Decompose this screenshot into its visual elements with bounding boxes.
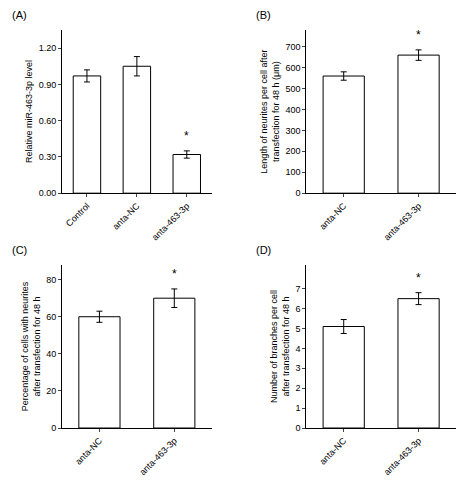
svg-text:(D): (D) xyxy=(256,244,271,256)
svg-text:0.90: 0.90 xyxy=(39,80,57,90)
svg-text:1: 1 xyxy=(295,403,300,413)
svg-text:5: 5 xyxy=(295,324,300,334)
svg-text:20: 20 xyxy=(46,386,56,396)
svg-text:300: 300 xyxy=(285,126,300,136)
svg-text:Relative miR-463-3p level: Relative miR-463-3p level xyxy=(24,60,34,163)
svg-text:0: 0 xyxy=(295,423,300,433)
svg-text:anta-463-3p: anta-463-3p xyxy=(382,201,423,242)
svg-text:400: 400 xyxy=(285,105,300,115)
svg-text:40: 40 xyxy=(46,349,56,359)
svg-text:*: * xyxy=(416,28,421,42)
svg-text:600: 600 xyxy=(285,63,300,73)
svg-text:*: * xyxy=(184,129,189,143)
svg-text:anta-463-3p: anta-463-3p xyxy=(137,436,178,477)
svg-text:anta-NC: anta-NC xyxy=(318,201,349,232)
svg-text:500: 500 xyxy=(285,84,300,94)
svg-text:*: * xyxy=(416,271,421,285)
svg-text:Number of branches per cellaft: Number of branches per cellafter transfe… xyxy=(269,290,291,403)
svg-text:7: 7 xyxy=(295,284,300,294)
svg-text:(B): (B) xyxy=(256,9,271,21)
svg-text:(A): (A) xyxy=(12,9,27,21)
svg-text:1.20: 1.20 xyxy=(39,43,57,53)
svg-text:0: 0 xyxy=(295,188,300,198)
svg-text:60: 60 xyxy=(46,312,56,322)
svg-text:Length of neurites per cell af: Length of neurites per cell aftertransfe… xyxy=(259,50,281,174)
svg-text:700: 700 xyxy=(285,42,300,52)
svg-text:anta-NC: anta-NC xyxy=(111,201,142,232)
svg-text:2: 2 xyxy=(295,383,300,393)
svg-text:(C): (C) xyxy=(12,244,27,256)
svg-text:anta-463-3p: anta-463-3p xyxy=(150,201,191,242)
svg-text:Control: Control xyxy=(64,201,92,229)
svg-text:200: 200 xyxy=(285,146,300,156)
svg-text:0.60: 0.60 xyxy=(39,116,57,126)
svg-text:anta-NC: anta-NC xyxy=(73,435,104,466)
svg-text:*: * xyxy=(172,267,177,281)
svg-text:anta-NC: anta-NC xyxy=(318,435,349,466)
svg-text:100: 100 xyxy=(285,167,300,177)
svg-text:6: 6 xyxy=(295,304,300,314)
svg-text:Percentage of cells with neuri: Percentage of cells with neuritesafter t… xyxy=(20,281,42,411)
svg-text:3: 3 xyxy=(295,363,300,373)
svg-text:4: 4 xyxy=(295,344,300,354)
svg-text:0.00: 0.00 xyxy=(39,188,57,198)
svg-text:0: 0 xyxy=(51,423,56,433)
svg-text:80: 80 xyxy=(46,275,56,285)
svg-text:0.30: 0.30 xyxy=(39,152,57,162)
svg-text:anta-463-3p: anta-463-3p xyxy=(382,436,423,477)
